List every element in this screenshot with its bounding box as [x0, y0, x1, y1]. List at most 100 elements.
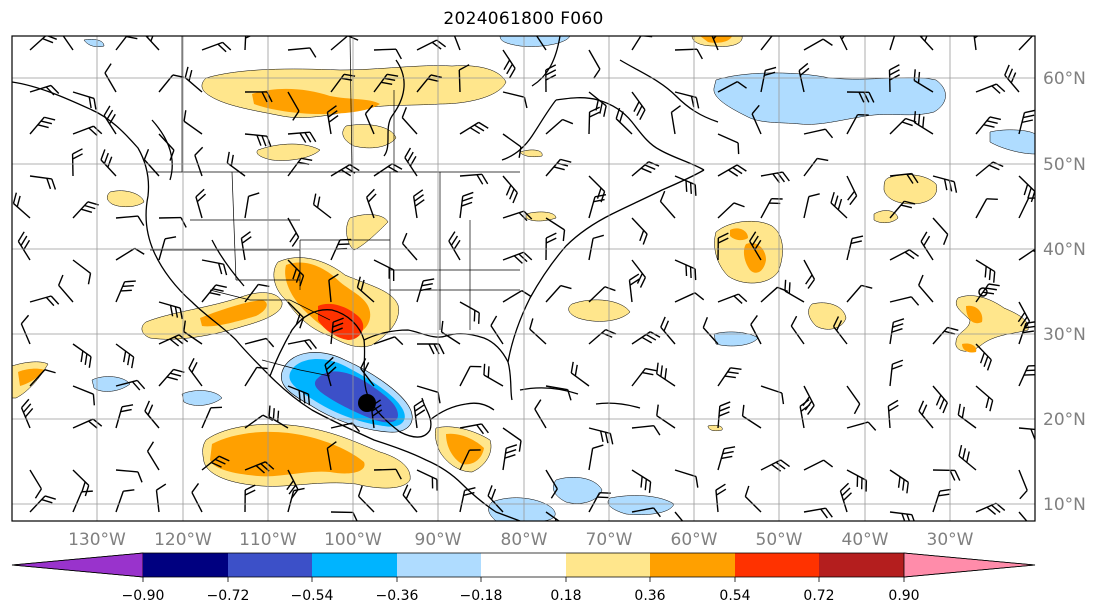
wind-barb: [155, 483, 167, 513]
wind-barb: [803, 459, 834, 471]
wind-barb: [194, 146, 204, 177]
wind-barb: [373, 468, 402, 480]
wind-barb: [115, 215, 145, 226]
wind-barb: [502, 290, 532, 303]
wind-barb: [312, 193, 332, 219]
lon-label-60w: 60°W: [671, 530, 718, 550]
wind-barb: [588, 106, 600, 135]
wind-barb: [287, 217, 300, 247]
shaded-fields: [12, 36, 1035, 521]
wind-barb: [29, 116, 56, 135]
lat-label-40n: 40°N: [1043, 240, 1086, 260]
wind-barb: [287, 385, 311, 406]
wind-barb: [741, 404, 762, 429]
colorbar-extend-low: [11, 552, 144, 578]
wind-barb: [502, 91, 528, 109]
colorbar-tick-8: 0.54: [719, 588, 750, 604]
wind-barb: [889, 318, 905, 345]
wind-barb: [244, 133, 272, 147]
wind-barb: [29, 36, 57, 51]
wind-barb: [888, 64, 900, 93]
wind-barb: [490, 315, 504, 345]
wind-barb: [545, 118, 574, 135]
wind-barb: [889, 469, 909, 494]
wind-barb: [287, 47, 317, 58]
wind-barbs: [12, 36, 1035, 521]
wind-barb: [1018, 427, 1035, 440]
wind-barb: [846, 114, 869, 135]
wind-barb: [839, 482, 852, 513]
wind-barb: [545, 469, 558, 499]
wind-barb: [913, 69, 934, 93]
wind-barb: [57, 274, 74, 303]
wind-barb: [158, 216, 187, 228]
wind-barb: [201, 406, 223, 429]
wind-barb: [889, 296, 920, 306]
wind-barb: [790, 315, 805, 345]
wind-barb: [29, 84, 60, 96]
wind-barb: [751, 104, 762, 135]
wind-barb: [631, 469, 652, 493]
colorbar-tick-10: 0.90: [888, 588, 919, 604]
wind-barb: [889, 249, 919, 261]
wind-barb: [244, 366, 268, 387]
wind-barb: [72, 469, 90, 497]
wind-barb: [188, 358, 203, 387]
wind-barb: [459, 121, 489, 135]
wind-barb: [146, 441, 160, 471]
wind-barb: [502, 210, 533, 222]
wind-barb: [846, 175, 858, 206]
wind-barb: [631, 507, 661, 518]
wind-barb: [717, 401, 731, 429]
wind-barb: [659, 190, 676, 219]
wind-barb: [459, 173, 489, 185]
wind-barb: [416, 385, 441, 404]
colorbar: −0.90 −0.72 −0.54 −0.36 −0.18 0.18 0.36 …: [11, 552, 1036, 604]
wind-barb: [1018, 320, 1035, 345]
wind-barb: [803, 38, 833, 51]
wind-barb: [330, 422, 361, 433]
colorbar-segment-3: [312, 553, 397, 577]
wind-barb: [975, 343, 992, 371]
wind-barb: [1018, 36, 1035, 51]
wind-barb: [287, 259, 305, 287]
wind-barb: [287, 487, 305, 513]
map-frame: [11, 35, 1036, 522]
wind-barb: [674, 175, 697, 196]
lon-label-120w: 120°W: [154, 530, 212, 550]
wind-barb: [115, 469, 143, 483]
lon-label-40w: 40°W: [842, 530, 889, 550]
wind-barb: [932, 217, 949, 246]
colorbar-tick-6: 0.18: [550, 588, 581, 604]
wind-barb: [958, 444, 977, 471]
wind-barb: [244, 192, 260, 219]
wind-barb: [100, 149, 117, 177]
wind-barb: [195, 188, 207, 219]
wind-barb: [832, 316, 848, 345]
lat-label-10n: 10°N: [1043, 495, 1086, 515]
wind-barb: [717, 164, 747, 177]
wind-barb: [72, 125, 103, 137]
wind-barb: [803, 259, 816, 289]
wind-barb: [459, 301, 480, 324]
wind-barb: [448, 231, 461, 261]
wind-barb: [103, 105, 117, 135]
wind-barb: [1018, 511, 1034, 521]
wind-barb: [803, 128, 834, 139]
wind-barb: [451, 36, 461, 51]
map-panel: [11, 35, 1036, 522]
wind-barb: [401, 106, 418, 135]
wind-barb: [803, 507, 833, 519]
wind-barb: [670, 105, 681, 135]
wind-barb: [373, 48, 402, 60]
wind-barb: [373, 163, 403, 177]
wind-barb: [287, 339, 317, 350]
wind-barb: [502, 49, 516, 79]
wind-barb: [889, 511, 917, 521]
wind-barb: [115, 489, 135, 513]
wind-barb: [674, 259, 697, 281]
colorbar-segment-8: [735, 553, 819, 577]
wind-barb: [972, 36, 985, 51]
wind-barb: [975, 198, 998, 219]
